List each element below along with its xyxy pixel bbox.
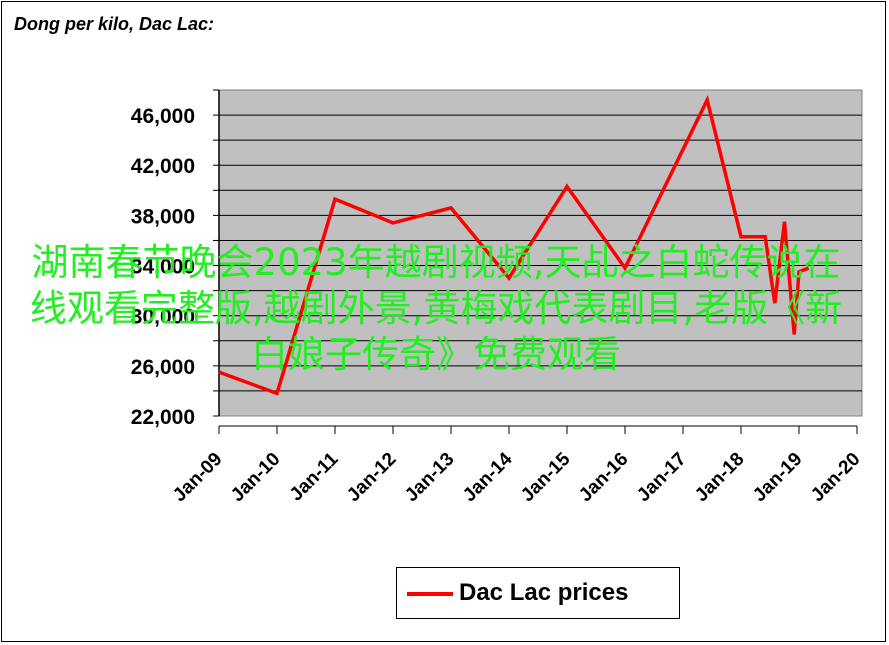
y-tick-label: 26,000 bbox=[131, 356, 195, 379]
x-tick-label: Jan-19 bbox=[749, 449, 806, 506]
series-line bbox=[218, 94, 810, 396]
x-tick-label: Jan-12 bbox=[343, 449, 400, 506]
x-tick-label: Jan-14 bbox=[459, 448, 517, 506]
x-tick-label: Jan-09 bbox=[169, 449, 226, 506]
y-tick-label: 22,000 bbox=[131, 406, 195, 429]
y-tick-label: 30,000 bbox=[131, 306, 195, 329]
y-tick-label: 46,000 bbox=[131, 105, 195, 128]
overlay-caption: 湖南春节晚会2023年越剧视频,天乩之白蛇传说在线观看完整版,越剧外景,黄梅戏代… bbox=[29, 241, 843, 376]
y-tick-label: 34,000 bbox=[131, 256, 195, 279]
x-tick-label: Jan-20 bbox=[807, 449, 864, 506]
y-tick-label: 42,000 bbox=[131, 155, 195, 178]
x-tick-label: Jan-16 bbox=[575, 449, 632, 506]
x-tick-label: Jan-10 bbox=[227, 449, 284, 506]
x-tick-label: Jan-17 bbox=[633, 449, 690, 506]
chart-title: Dong per kilo, Dac Lac: bbox=[14, 14, 215, 34]
legend-swatch bbox=[407, 592, 453, 596]
x-tick-label: Jan-18 bbox=[691, 449, 748, 506]
x-tick-label: Jan-13 bbox=[401, 449, 458, 506]
legend: Dac Lac prices bbox=[396, 567, 680, 619]
x-tick-label: Jan-11 bbox=[286, 448, 343, 505]
plot-area bbox=[218, 89, 863, 417]
x-tick-label: Jan-15 bbox=[517, 448, 575, 506]
y-tick-label: 38,000 bbox=[131, 205, 195, 228]
legend-label: Dac Lac prices bbox=[459, 579, 629, 606]
